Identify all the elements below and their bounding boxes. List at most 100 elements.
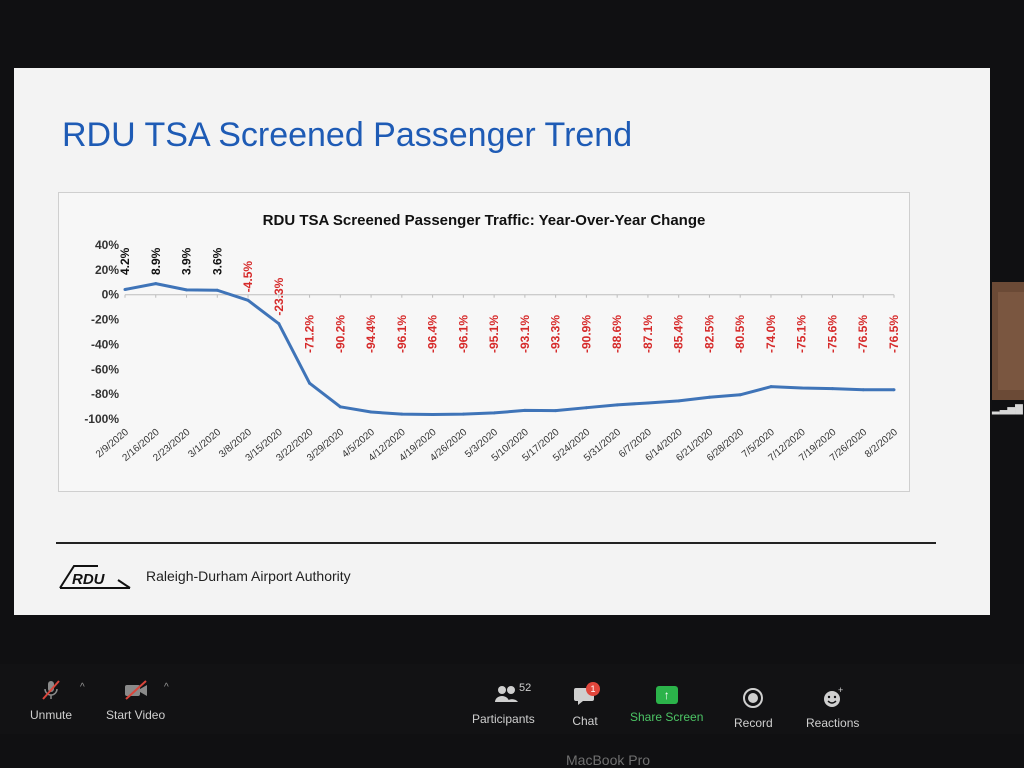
x-tick-label: 3/1/2020	[186, 427, 223, 461]
data-point	[584, 406, 588, 410]
unmute-label: Unmute	[30, 708, 73, 722]
y-tick-label: 0%	[102, 288, 120, 302]
start-video-button[interactable]: Start Video	[106, 678, 165, 722]
y-tick-label: -20%	[91, 313, 119, 327]
record-icon	[743, 688, 764, 708]
record-button[interactable]: Record	[734, 686, 773, 730]
y-tick-label: -80%	[91, 387, 119, 401]
video-options-caret[interactable]: ^	[164, 682, 169, 693]
data-point	[246, 298, 250, 302]
rdu-logo-mark: RDU	[59, 565, 131, 589]
data-label: -75.6%	[825, 315, 839, 353]
chat-unread-badge: 1	[586, 682, 600, 696]
microphone-muted-icon	[42, 680, 60, 700]
data-point	[800, 386, 804, 390]
data-label: -75.1%	[795, 315, 809, 353]
data-point	[154, 282, 158, 286]
data-point	[185, 288, 189, 292]
data-label: -23.3%	[272, 277, 286, 315]
data-point	[431, 413, 435, 417]
data-point	[554, 409, 558, 413]
y-tick-label: 40%	[95, 238, 119, 252]
data-label: 8.9%	[149, 247, 163, 275]
data-point	[892, 388, 896, 392]
data-point	[461, 412, 465, 416]
data-label: -82.5%	[702, 315, 716, 353]
series-line	[124, 282, 894, 417]
data-label: -80.5%	[733, 315, 747, 353]
start-video-label: Start Video	[106, 708, 166, 722]
y-tick-label: -100%	[84, 412, 119, 426]
video-camera-off-icon	[124, 680, 147, 700]
data-label: -90.2%	[333, 315, 347, 353]
data-label: -94.4%	[364, 315, 378, 353]
data-label: -90.9%	[579, 315, 593, 353]
participants-label: Participants	[472, 712, 535, 726]
data-label: -93.1%	[518, 315, 532, 353]
line-chart: RDU TSA Screened Passenger Traffic: Year…	[84, 212, 901, 464]
share-screen-icon: ↑	[655, 686, 678, 704]
data-point	[677, 399, 681, 403]
data-point	[769, 385, 773, 389]
y-tick-label: -60%	[91, 362, 119, 376]
data-label: -96.1%	[395, 315, 409, 353]
data-label: -71.2%	[303, 315, 317, 353]
reactions-label: Reactions	[806, 716, 860, 730]
participants-icon	[495, 686, 518, 702]
y-tick-label: -40%	[91, 337, 119, 351]
data-label: -4.5%	[241, 261, 255, 293]
slide-title: RDU TSA Screened Passenger Trend	[62, 116, 633, 154]
meeting-toolbar: Unmute ^ Start Video ^ 52 Participants 1…	[0, 664, 1024, 734]
footer-organization: Raleigh-Durham Airport Authority	[146, 568, 351, 584]
chart-title: RDU TSA Screened Passenger Traffic: Year…	[263, 212, 706, 229]
data-point	[830, 387, 834, 391]
data-point	[400, 412, 404, 416]
rdu-logo: RDU	[58, 562, 134, 597]
data-point	[277, 322, 281, 326]
chat-label: Chat	[572, 714, 598, 728]
data-point	[707, 395, 711, 399]
data-point	[369, 410, 373, 414]
record-label: Record	[734, 716, 773, 730]
reactions-icon: +	[823, 686, 843, 707]
data-label: -74.0%	[764, 315, 778, 353]
data-point	[861, 388, 865, 392]
chart-frame: RDU TSA Screened Passenger Traffic: Year…	[58, 192, 910, 492]
data-label: -76.5%	[856, 315, 870, 353]
data-point	[215, 288, 219, 292]
svg-text:+: +	[838, 686, 843, 695]
share-screen-button[interactable]: ↑ Share Screen	[630, 686, 703, 724]
data-label: 3.6%	[210, 247, 224, 275]
unmute-button[interactable]: Unmute	[30, 678, 72, 722]
share-screen-label: Share Screen	[630, 710, 704, 724]
data-label: 3.9%	[180, 247, 194, 275]
signal-icon: ▂▃▅▇	[992, 404, 1023, 415]
data-label: 4.2%	[118, 247, 132, 275]
footer-divider	[56, 542, 936, 544]
data-point	[308, 381, 312, 385]
data-label: -76.5%	[887, 315, 901, 353]
x-tick-label: 8/2/2020	[863, 427, 900, 461]
audio-options-caret[interactable]: ^	[80, 682, 85, 693]
data-label: -93.3%	[549, 315, 563, 353]
data-point	[123, 287, 127, 291]
data-label: -85.4%	[672, 315, 686, 353]
data-point	[523, 408, 527, 412]
data-point	[492, 411, 496, 415]
participants-count: 52	[519, 682, 532, 694]
data-point	[338, 405, 342, 409]
data-label: -95.1%	[487, 315, 501, 353]
laptop-brand-label: MacBook Pro	[566, 752, 651, 768]
data-label: -96.1%	[456, 315, 470, 353]
data-point	[738, 393, 742, 397]
logo-text: RDU	[72, 571, 106, 588]
data-label: -87.1%	[641, 315, 655, 353]
data-point	[615, 403, 619, 407]
reactions-button[interactable]: + Reactions	[806, 686, 859, 730]
y-tick-label: 20%	[95, 263, 119, 277]
data-label: -88.6%	[610, 315, 624, 353]
participant-video-image	[998, 292, 1024, 390]
participants-button[interactable]: 52 Participants	[472, 682, 535, 726]
data-point	[646, 401, 650, 405]
chat-button[interactable]: 1 Chat	[570, 682, 600, 728]
